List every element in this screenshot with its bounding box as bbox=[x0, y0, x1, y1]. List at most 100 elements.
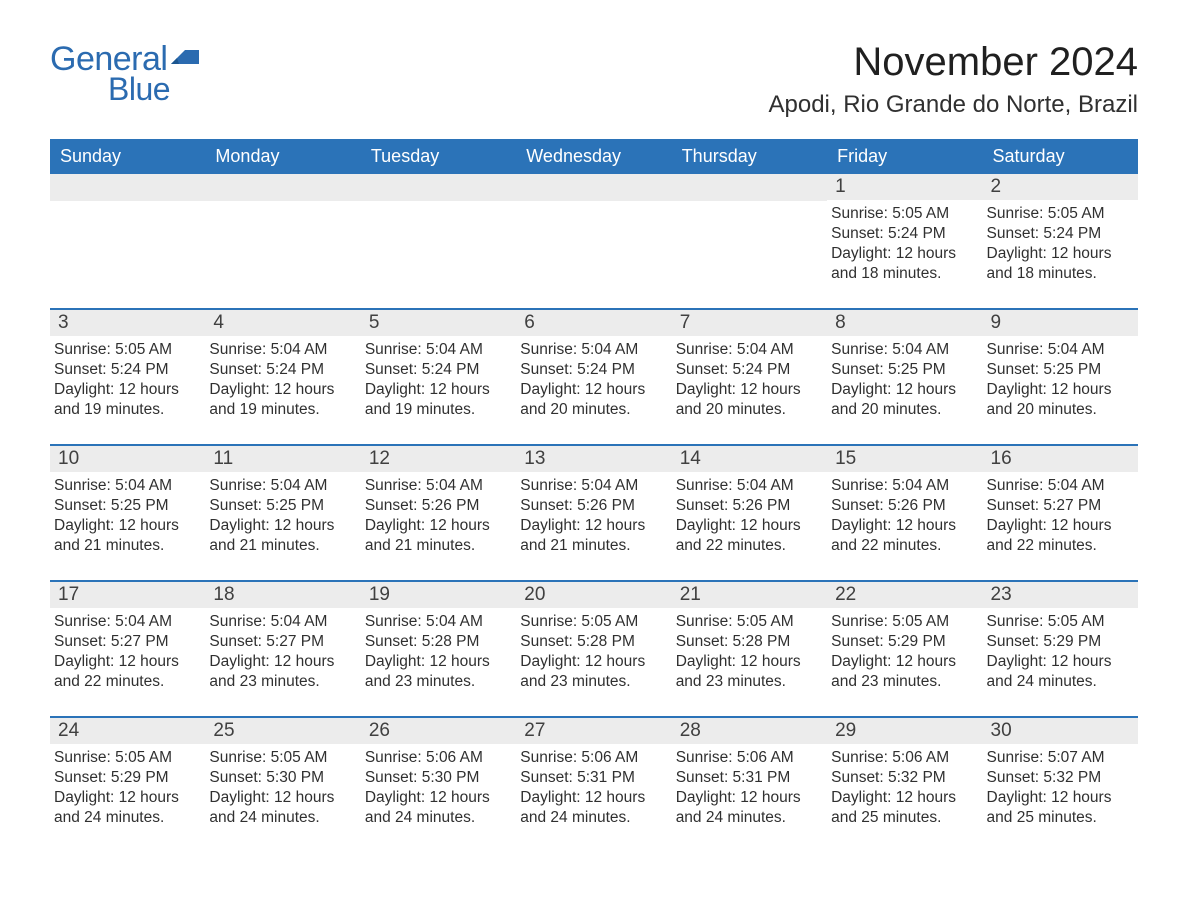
sunrise-text: Sunrise: 5:04 AM bbox=[987, 476, 1132, 496]
day-number: 12 bbox=[361, 446, 516, 472]
sunrise-text: Sunrise: 5:04 AM bbox=[365, 612, 510, 632]
location: Apodi, Rio Grande do Norte, Brazil bbox=[768, 91, 1138, 119]
sunrise-text: Sunrise: 5:05 AM bbox=[831, 612, 976, 632]
daylight-text: Daylight: 12 hours and 24 minutes. bbox=[54, 788, 199, 828]
daylight-text: Daylight: 12 hours and 24 minutes. bbox=[209, 788, 354, 828]
sunset-text: Sunset: 5:29 PM bbox=[54, 768, 199, 788]
day-number: 30 bbox=[983, 718, 1138, 744]
day-body: Sunrise: 5:07 AMSunset: 5:32 PMDaylight:… bbox=[983, 744, 1138, 833]
week-row: 1Sunrise: 5:05 AMSunset: 5:24 PMDaylight… bbox=[50, 174, 1138, 292]
day-cell bbox=[50, 174, 205, 292]
day-cell: 5Sunrise: 5:04 AMSunset: 5:24 PMDaylight… bbox=[361, 310, 516, 428]
day-cell bbox=[205, 174, 360, 292]
sunset-text: Sunset: 5:29 PM bbox=[987, 632, 1132, 652]
day-number: 20 bbox=[516, 582, 671, 608]
daylight-text: Daylight: 12 hours and 20 minutes. bbox=[520, 380, 665, 420]
sunset-text: Sunset: 5:24 PM bbox=[209, 360, 354, 380]
daylight-text: Daylight: 12 hours and 19 minutes. bbox=[209, 380, 354, 420]
day-number: 18 bbox=[205, 582, 360, 608]
day-header: Wednesday bbox=[516, 139, 671, 174]
sunrise-text: Sunrise: 5:04 AM bbox=[831, 476, 976, 496]
day-cell: 20 Sunrise: 5:05 AMSunset: 5:28 PMDayligh… bbox=[516, 582, 671, 700]
day-cell bbox=[672, 174, 827, 292]
day-header: Tuesday bbox=[361, 139, 516, 174]
day-number: 2 bbox=[983, 174, 1138, 200]
day-cell: 7Sunrise: 5:04 AMSunset: 5:24 PMDaylight… bbox=[672, 310, 827, 428]
day-cell: 25Sunrise: 5:05 AMSunset: 5:30 PMDayligh… bbox=[205, 718, 360, 836]
day-number: 26 bbox=[361, 718, 516, 744]
sunrise-text: Sunrise: 5:04 AM bbox=[987, 340, 1132, 360]
sunset-text: Sunset: 5:28 PM bbox=[676, 632, 821, 652]
day-body: Sunrise: 5:06 AMSunset: 5:30 PMDaylight:… bbox=[361, 744, 516, 833]
header: General Blue November 2024 Apodi, Rio Gr… bbox=[50, 40, 1138, 133]
day-cell: 29Sunrise: 5:06 AMSunset: 5:32 PMDayligh… bbox=[827, 718, 982, 836]
day-cell: 28Sunrise: 5:06 AMSunset: 5:31 PMDayligh… bbox=[672, 718, 827, 836]
daylight-text: Daylight: 12 hours and 23 minutes. bbox=[520, 652, 665, 692]
sunrise-text: Sunrise: 5:05 AM bbox=[54, 340, 199, 360]
day-number: 10 bbox=[50, 446, 205, 472]
sunset-text: Sunset: 5:26 PM bbox=[365, 496, 510, 516]
sunset-text: Sunset: 5:30 PM bbox=[209, 768, 354, 788]
sunset-text: Sunset: 5:25 PM bbox=[831, 360, 976, 380]
day-number: 17 bbox=[50, 582, 205, 608]
logo-flag-icon bbox=[171, 50, 199, 70]
sunrise-text: Sunrise: 5:04 AM bbox=[365, 340, 510, 360]
day-header: Sunday bbox=[50, 139, 205, 174]
day-cell bbox=[516, 174, 671, 292]
day-number: 28 bbox=[672, 718, 827, 744]
daylight-text: Daylight: 12 hours and 21 minutes. bbox=[365, 516, 510, 556]
daylight-text: Daylight: 12 hours and 23 minutes. bbox=[209, 652, 354, 692]
daylight-text: Daylight: 12 hours and 22 minutes. bbox=[676, 516, 821, 556]
daylight-text: Daylight: 12 hours and 22 minutes. bbox=[831, 516, 976, 556]
sunset-text: Sunset: 5:25 PM bbox=[209, 496, 354, 516]
sunset-text: Sunset: 5:31 PM bbox=[520, 768, 665, 788]
day-number: 14 bbox=[672, 446, 827, 472]
sunrise-text: Sunrise: 5:06 AM bbox=[520, 748, 665, 768]
day-body: Sunrise: 5:04 AMSunset: 5:24 PMDaylight:… bbox=[205, 336, 360, 425]
daylight-text: Daylight: 12 hours and 21 minutes. bbox=[209, 516, 354, 556]
sunset-text: Sunset: 5:27 PM bbox=[987, 496, 1132, 516]
sunrise-text: Sunrise: 5:05 AM bbox=[987, 612, 1132, 632]
sunset-text: Sunset: 5:24 PM bbox=[54, 360, 199, 380]
week-row: 10Sunrise: 5:04 AMSunset: 5:25 PMDayligh… bbox=[50, 444, 1138, 564]
day-number: 1 bbox=[827, 174, 982, 200]
day-cell: 12Sunrise: 5:04 AMSunset: 5:26 PMDayligh… bbox=[361, 446, 516, 564]
sunset-text: Sunset: 5:24 PM bbox=[831, 224, 976, 244]
month-title: November 2024 bbox=[768, 40, 1138, 85]
day-body: Sunrise: 5:06 AMSunset: 5:31 PMDaylight:… bbox=[672, 744, 827, 833]
day-number: 7 bbox=[672, 310, 827, 336]
day-cell bbox=[361, 174, 516, 292]
day-cell: 27Sunrise: 5:06 AMSunset: 5:31 PMDayligh… bbox=[516, 718, 671, 836]
day-body: Sunrise: 5:05 AMSunset: 5:24 PMDaylight:… bbox=[983, 200, 1138, 289]
day-cell: 9Sunrise: 5:04 AMSunset: 5:25 PMDaylight… bbox=[983, 310, 1138, 428]
sunset-text: Sunset: 5:24 PM bbox=[520, 360, 665, 380]
day-body: Sunrise: 5:05 AMSunset: 5:30 PMDaylight:… bbox=[205, 744, 360, 833]
day-body: Sunrise: 5:05 AMSunset: 5:29 PMDaylight:… bbox=[827, 608, 982, 697]
day-number: 29 bbox=[827, 718, 982, 744]
day-number: 16 bbox=[983, 446, 1138, 472]
day-number: 6 bbox=[516, 310, 671, 336]
sunset-text: Sunset: 5:25 PM bbox=[987, 360, 1132, 380]
daylight-text: Daylight: 12 hours and 20 minutes. bbox=[676, 380, 821, 420]
day-cell: 24Sunrise: 5:05 AMSunset: 5:29 PMDayligh… bbox=[50, 718, 205, 836]
sunset-text: Sunset: 5:26 PM bbox=[520, 496, 665, 516]
day-header: Thursday bbox=[672, 139, 827, 174]
sunrise-text: Sunrise: 5:04 AM bbox=[209, 612, 354, 632]
day-cell: 8Sunrise: 5:04 AMSunset: 5:25 PMDaylight… bbox=[827, 310, 982, 428]
day-body: Sunrise: 5:04 AMSunset: 5:24 PMDaylight:… bbox=[361, 336, 516, 425]
sunset-text: Sunset: 5:30 PM bbox=[365, 768, 510, 788]
sunset-text: Sunset: 5:28 PM bbox=[520, 632, 665, 652]
day-body: Sunrise: 5:04 AMSunset: 5:24 PMDaylight:… bbox=[672, 336, 827, 425]
day-cell: 23Sunrise: 5:05 AMSunset: 5:29 PMDayligh… bbox=[983, 582, 1138, 700]
sunrise-text: Sunrise: 5:04 AM bbox=[209, 340, 354, 360]
day-header-row: Sunday Monday Tuesday Wednesday Thursday… bbox=[50, 139, 1138, 174]
sunrise-text: Sunrise: 5:04 AM bbox=[676, 476, 821, 496]
daylight-text: Daylight: 12 hours and 21 minutes. bbox=[54, 516, 199, 556]
day-cell: 22Sunrise: 5:05 AMSunset: 5:29 PMDayligh… bbox=[827, 582, 982, 700]
daylight-text: Daylight: 12 hours and 18 minutes. bbox=[987, 244, 1132, 284]
sunrise-text: Sunrise: 5:05 AM bbox=[520, 612, 665, 632]
day-body: Sunrise: 5:06 AMSunset: 5:31 PMDaylight:… bbox=[516, 744, 671, 833]
day-number: 19 bbox=[361, 582, 516, 608]
day-header: Saturday bbox=[983, 139, 1138, 174]
day-body: Sunrise: 5:04 AMSunset: 5:28 PMDaylight:… bbox=[361, 608, 516, 697]
